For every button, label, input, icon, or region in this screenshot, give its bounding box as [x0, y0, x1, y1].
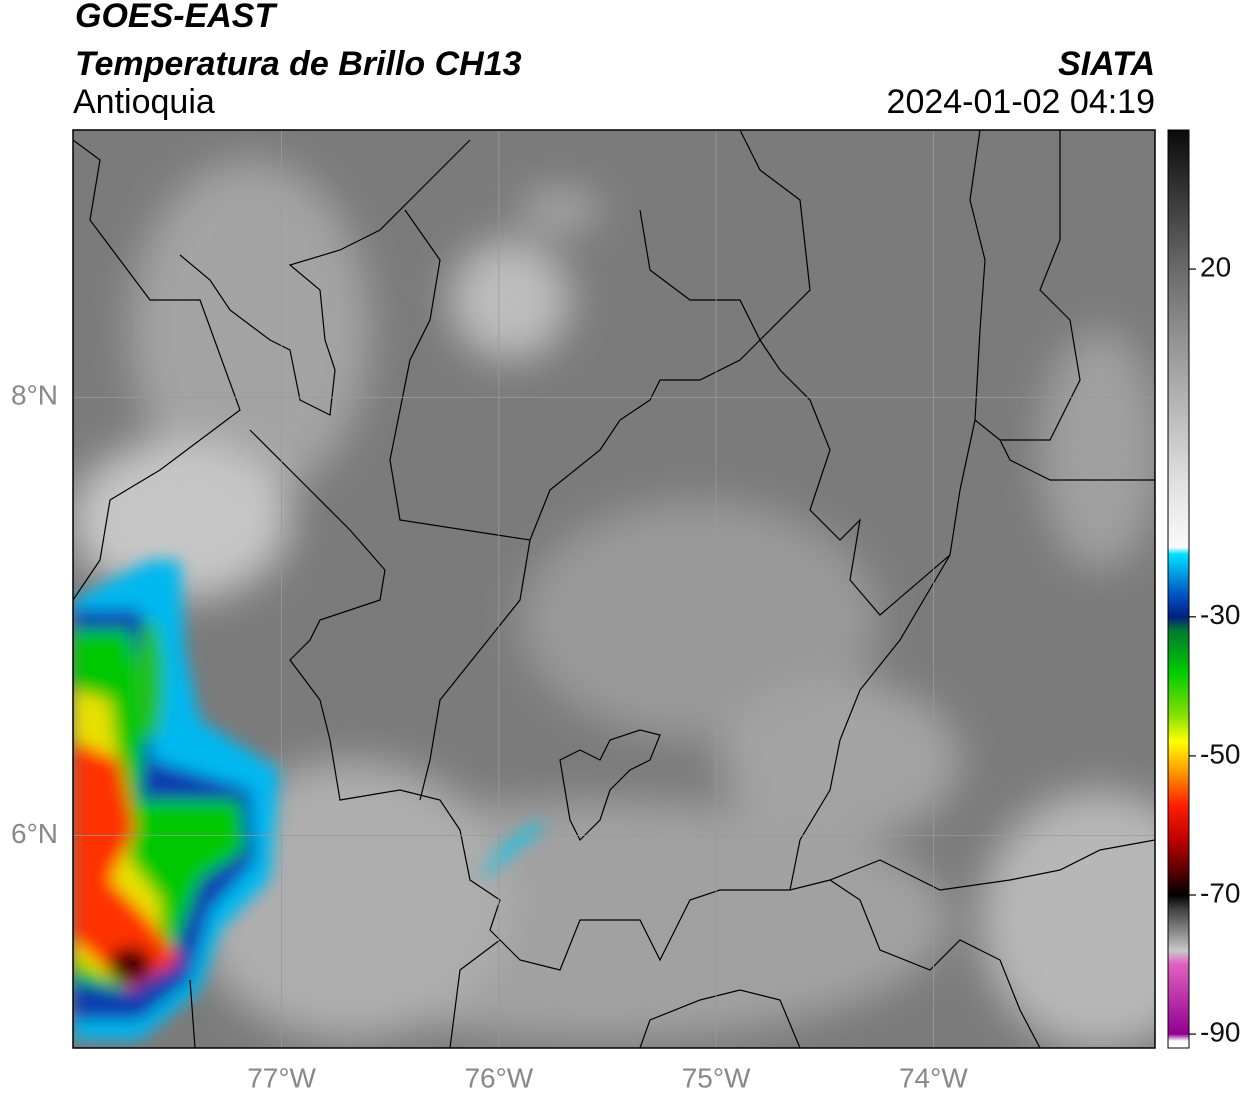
region: Antioquia	[73, 83, 215, 121]
x-tick-label: 77°W	[247, 1062, 316, 1093]
colorbar-tick-label: -90	[1200, 1016, 1240, 1047]
colorbar-tick-label: -50	[1200, 738, 1240, 769]
source: SIATA	[1058, 45, 1155, 83]
product-title: Temperatura de Brillo CH13	[75, 45, 522, 83]
timestamp: 2024-01-02 04:19	[887, 83, 1155, 121]
colorbar-tick-label: -30	[1200, 599, 1240, 630]
x-tick-label: 74°W	[899, 1062, 968, 1093]
satellite-title: GOES-EAST	[75, 0, 278, 35]
x-tick-label: 75°W	[682, 1062, 751, 1093]
map-frame	[72, 129, 1156, 1049]
colorbar-tick-label: 20	[1200, 251, 1231, 282]
grid	[73, 130, 1155, 1048]
y-tick-label: 6°N	[11, 818, 58, 849]
y-tick-label: 8°N	[11, 380, 58, 411]
colorbar	[1167, 129, 1190, 1049]
colorbar-tick-label: -70	[1200, 877, 1240, 908]
map-image	[73, 130, 1155, 1048]
x-tick-label: 76°W	[464, 1062, 533, 1093]
